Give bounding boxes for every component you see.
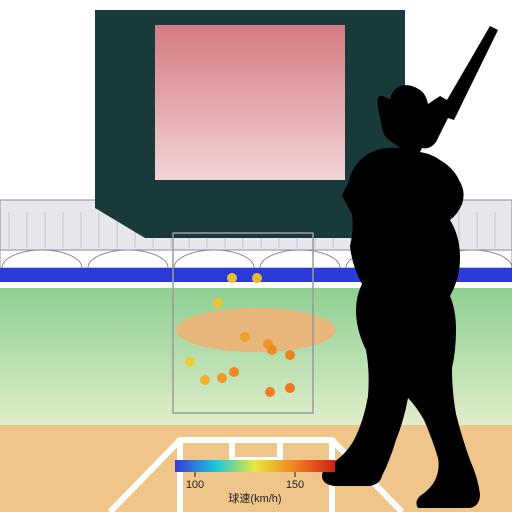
pitch-marker bbox=[217, 373, 227, 383]
pitch-marker bbox=[285, 383, 295, 393]
legend-colorbar bbox=[175, 460, 335, 472]
pitch-marker bbox=[185, 357, 195, 367]
pitch-marker bbox=[267, 345, 277, 355]
pitch-marker bbox=[213, 298, 223, 308]
pitch-location-chart: 100 150 球速(km/h) bbox=[0, 0, 512, 512]
scoreboard-screen bbox=[155, 25, 345, 180]
chart-svg: 100 150 球速(km/h) bbox=[0, 0, 512, 512]
pitch-marker bbox=[252, 273, 262, 283]
pitch-marker bbox=[229, 367, 239, 377]
legend-axis-label: 球速(km/h) bbox=[228, 491, 281, 505]
pitch-marker bbox=[200, 375, 210, 385]
pitch-marker bbox=[227, 273, 237, 283]
legend-tick-label: 150 bbox=[286, 479, 304, 491]
pitch-marker bbox=[240, 332, 250, 342]
pitchers-mound bbox=[176, 308, 336, 352]
pitch-marker bbox=[285, 350, 295, 360]
pitch-marker bbox=[265, 387, 275, 397]
legend-tick-label: 100 bbox=[186, 479, 204, 491]
